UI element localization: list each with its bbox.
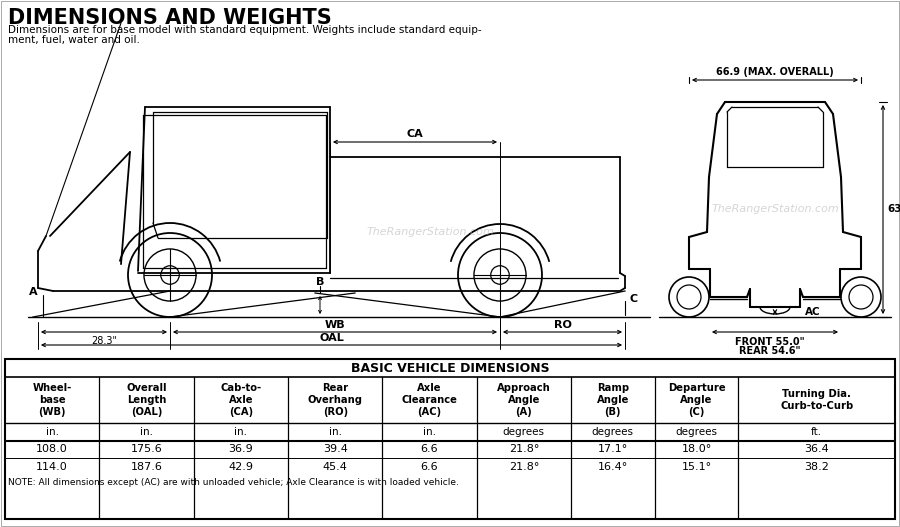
Text: CA: CA xyxy=(407,129,423,139)
Text: in.: in. xyxy=(423,427,436,437)
Text: Rear
Overhang
(RO): Rear Overhang (RO) xyxy=(308,384,363,417)
Text: FRONT 55.0": FRONT 55.0" xyxy=(735,337,805,347)
Text: Turning Dia.
Curb-to-Curb: Turning Dia. Curb-to-Curb xyxy=(780,389,853,411)
Text: 28.3": 28.3" xyxy=(91,336,117,346)
Text: 63.9": 63.9" xyxy=(887,204,900,214)
Text: NOTE: All dimensions except (AC) are with unloaded vehicle; Axle Clearance is wi: NOTE: All dimensions except (AC) are wit… xyxy=(8,478,459,487)
Text: WB: WB xyxy=(325,320,346,330)
Text: C: C xyxy=(630,294,638,304)
Text: Approach
Angle
(A): Approach Angle (A) xyxy=(497,384,551,417)
Text: Wheel-
base
(WB): Wheel- base (WB) xyxy=(32,384,72,417)
Text: in.: in. xyxy=(234,427,248,437)
Text: 42.9: 42.9 xyxy=(229,462,254,472)
Text: in.: in. xyxy=(140,427,153,437)
Text: BASIC VEHICLE DIMENSIONS: BASIC VEHICLE DIMENSIONS xyxy=(351,362,549,375)
Text: 108.0: 108.0 xyxy=(36,444,68,454)
Text: 15.1°: 15.1° xyxy=(681,462,712,472)
Text: TheRangerStation.com: TheRangerStation.com xyxy=(366,227,494,237)
Text: ft.: ft. xyxy=(811,427,823,437)
Text: 45.4: 45.4 xyxy=(323,462,347,472)
Text: 16.4°: 16.4° xyxy=(598,462,628,472)
Text: 114.0: 114.0 xyxy=(36,462,68,472)
Text: OAL: OAL xyxy=(320,333,344,343)
Text: degrees: degrees xyxy=(676,427,717,437)
Text: 17.1°: 17.1° xyxy=(598,444,628,454)
Text: in.: in. xyxy=(328,427,342,437)
Text: REAR 54.6": REAR 54.6" xyxy=(739,346,801,356)
Text: 187.6: 187.6 xyxy=(130,462,162,472)
Text: degrees: degrees xyxy=(503,427,544,437)
Text: Departure
Angle
(C): Departure Angle (C) xyxy=(668,384,725,417)
Text: Dimensions are for base model with standard equipment. Weights include standard : Dimensions are for base model with stand… xyxy=(8,25,482,35)
Text: in.: in. xyxy=(46,427,58,437)
Text: 66.9 (MAX. OVERALL): 66.9 (MAX. OVERALL) xyxy=(716,67,834,77)
Text: DIMENSIONS AND WEIGHTS: DIMENSIONS AND WEIGHTS xyxy=(8,8,332,28)
Text: B: B xyxy=(316,277,324,287)
Bar xyxy=(5,359,895,519)
Text: A: A xyxy=(29,287,37,297)
Text: 18.0°: 18.0° xyxy=(681,444,712,454)
Text: 39.4: 39.4 xyxy=(323,444,347,454)
Text: 36.9: 36.9 xyxy=(229,444,253,454)
Text: 6.6: 6.6 xyxy=(420,462,438,472)
Text: TheRangerStation.com: TheRangerStation.com xyxy=(711,204,839,214)
Text: Overall
Length
(OAL): Overall Length (OAL) xyxy=(126,384,166,417)
Text: 21.8°: 21.8° xyxy=(508,462,539,472)
Text: degrees: degrees xyxy=(592,427,634,437)
Text: 38.2: 38.2 xyxy=(805,462,829,472)
Text: Axle
Clearance
(AC): Axle Clearance (AC) xyxy=(401,384,457,417)
Text: Ramp
Angle
(B): Ramp Angle (B) xyxy=(597,384,629,417)
Text: RO: RO xyxy=(554,320,572,330)
Text: 175.6: 175.6 xyxy=(130,444,162,454)
Text: AC: AC xyxy=(805,307,821,317)
Text: 6.6: 6.6 xyxy=(420,444,438,454)
Text: Cab-to-
Axle
(CA): Cab-to- Axle (CA) xyxy=(220,384,261,417)
Text: 21.8°: 21.8° xyxy=(508,444,539,454)
Text: 36.4: 36.4 xyxy=(805,444,829,454)
Text: ment, fuel, water and oil.: ment, fuel, water and oil. xyxy=(8,35,140,45)
